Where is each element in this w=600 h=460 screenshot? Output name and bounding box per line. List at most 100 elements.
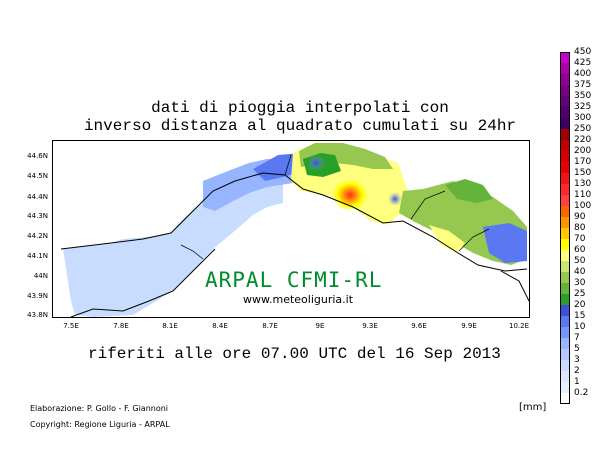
lat-label: 44.4N (27, 193, 48, 201)
map-title-line-1: dati di pioggia interpolati con (151, 99, 449, 117)
lat-label: 43.9N (27, 292, 48, 300)
colorbar-swatch (560, 250, 570, 261)
lon-label: 9.9E (461, 322, 477, 330)
colorbar-label: 130 (574, 179, 592, 189)
colorbar-swatch (560, 63, 570, 74)
lon-label: 9E (315, 322, 325, 330)
lon-label: 7.8E (113, 322, 129, 330)
colorbar-label: 350 (574, 91, 592, 101)
colorbar-label: 200 (574, 146, 592, 156)
lat-label: 43.8N (27, 311, 48, 319)
colorbar-label: 90 (574, 212, 586, 222)
southern-coast (70, 248, 216, 317)
colorbar-swatch (560, 228, 570, 239)
colorbar-label: 0.2 (574, 388, 589, 398)
colorbar-label: 5 (574, 344, 580, 354)
lon-label: 10.2E (508, 322, 529, 330)
province-border-2 (284, 154, 292, 176)
colorbar-swatch (560, 162, 570, 173)
colorbar-swatch (560, 107, 570, 118)
colorbar-swatch (560, 272, 570, 283)
colorbar-swatch (560, 305, 570, 316)
rain-peak-genova (332, 179, 368, 211)
colorbar-swatch (560, 96, 570, 107)
lon-label: 9.3E (362, 322, 378, 330)
colorbar-label: 325 (574, 102, 592, 112)
colorbar-label: 170 (574, 157, 592, 167)
colorbar-label: 25 (574, 289, 586, 299)
colorbar-label: 50 (574, 256, 586, 266)
lat-label: 44.6N (27, 152, 48, 160)
colorbar-label: 15 (574, 311, 586, 321)
colorbar-swatch (560, 85, 570, 96)
colorbar-label: 425 (574, 58, 592, 68)
colorbar-label: 7 (574, 333, 580, 343)
colorbar-swatch (560, 327, 570, 338)
lon-label: 8.4E (212, 322, 228, 330)
lon-label: 7.5E (63, 322, 79, 330)
colorbar-label: 1 (574, 377, 580, 387)
colorbar-swatch (560, 349, 570, 360)
east-border (500, 270, 529, 302)
lat-label: 44.3N (27, 212, 48, 220)
credit-copyright: Copyright: Regione Liguria - ARPAL (30, 420, 170, 429)
rain-cell-blue-east (388, 192, 402, 206)
rainfall-map-canvas (60, 143, 529, 317)
region-east-yellow (429, 225, 465, 253)
unit-label: [mm] (519, 402, 547, 413)
colorbar-label: 2 (574, 366, 580, 376)
lat-label: 44N (33, 272, 48, 280)
colorbar-swatch (560, 151, 570, 162)
region-east-dark-green (445, 179, 493, 203)
colorbar-swatch (560, 393, 570, 404)
colorbar-swatch (560, 184, 570, 195)
region-east-blue (483, 223, 527, 263)
colorbar-swatch (560, 360, 570, 371)
colorbar-swatch (560, 129, 570, 140)
region-west-pale (63, 171, 283, 317)
colorbar-swatch (560, 173, 570, 184)
coastline (60, 172, 528, 272)
colorbar-swatch (560, 195, 570, 206)
rain-cell-blue-north (307, 155, 325, 171)
colorbar-swatch (560, 294, 570, 305)
province-border-1 (180, 244, 204, 260)
province-border-3 (410, 190, 446, 220)
colorbar-swatch (560, 371, 570, 382)
province-border-4 (458, 228, 490, 252)
lat-label: 44.2N (27, 232, 48, 240)
colorbar-swatch (560, 261, 570, 272)
colorbar-swatch (560, 74, 570, 85)
lat-label: 44.5N (27, 172, 48, 180)
lat-label: 44.1N (27, 252, 48, 260)
website-link[interactable]: www.meteoliguria.it (243, 293, 354, 306)
colorbar-label: 150 (574, 168, 592, 178)
colorbar-swatch (560, 316, 570, 327)
rainfall-map (52, 140, 530, 318)
colorbar-label: 220 (574, 135, 592, 145)
colorbar-swatch (560, 52, 570, 63)
colorbar-swatch (560, 118, 570, 129)
map-title-line-2: inverso distanza al quadrato cumulati su… (83, 117, 517, 135)
colorbar-swatch (560, 140, 570, 151)
lon-label: 8.7E (262, 322, 278, 330)
colorbar-label: 400 (574, 69, 592, 79)
lon-label: 8.1E (162, 322, 178, 330)
reference-date: riferiti alle ore 07.00 UTC del 16 Sep 2… (88, 345, 501, 363)
colorbar-label: 60 (574, 245, 586, 255)
colorbar-label: 80 (574, 223, 586, 233)
credit-elaborazione: Elaborazione: P. Gollo - F. Giannoni (30, 404, 169, 413)
colorbar-label: 300 (574, 113, 592, 123)
colorbar-label: 10 (574, 322, 586, 332)
colorbar-label: 110 (574, 190, 592, 200)
colorbar-swatch (560, 338, 570, 349)
arpal-watermark: ARPAL CFMI-RL (205, 268, 383, 292)
colorbar-label: 450 (574, 47, 592, 57)
colorbar-swatch (560, 239, 570, 250)
colorbar-label: 40 (574, 267, 586, 277)
colorbar-swatch (560, 217, 570, 228)
colorbar-label: 250 (574, 124, 592, 134)
colorbar-swatch (560, 206, 570, 217)
region-west-ridge (253, 153, 303, 181)
colorbar-label: 3 (574, 355, 580, 365)
